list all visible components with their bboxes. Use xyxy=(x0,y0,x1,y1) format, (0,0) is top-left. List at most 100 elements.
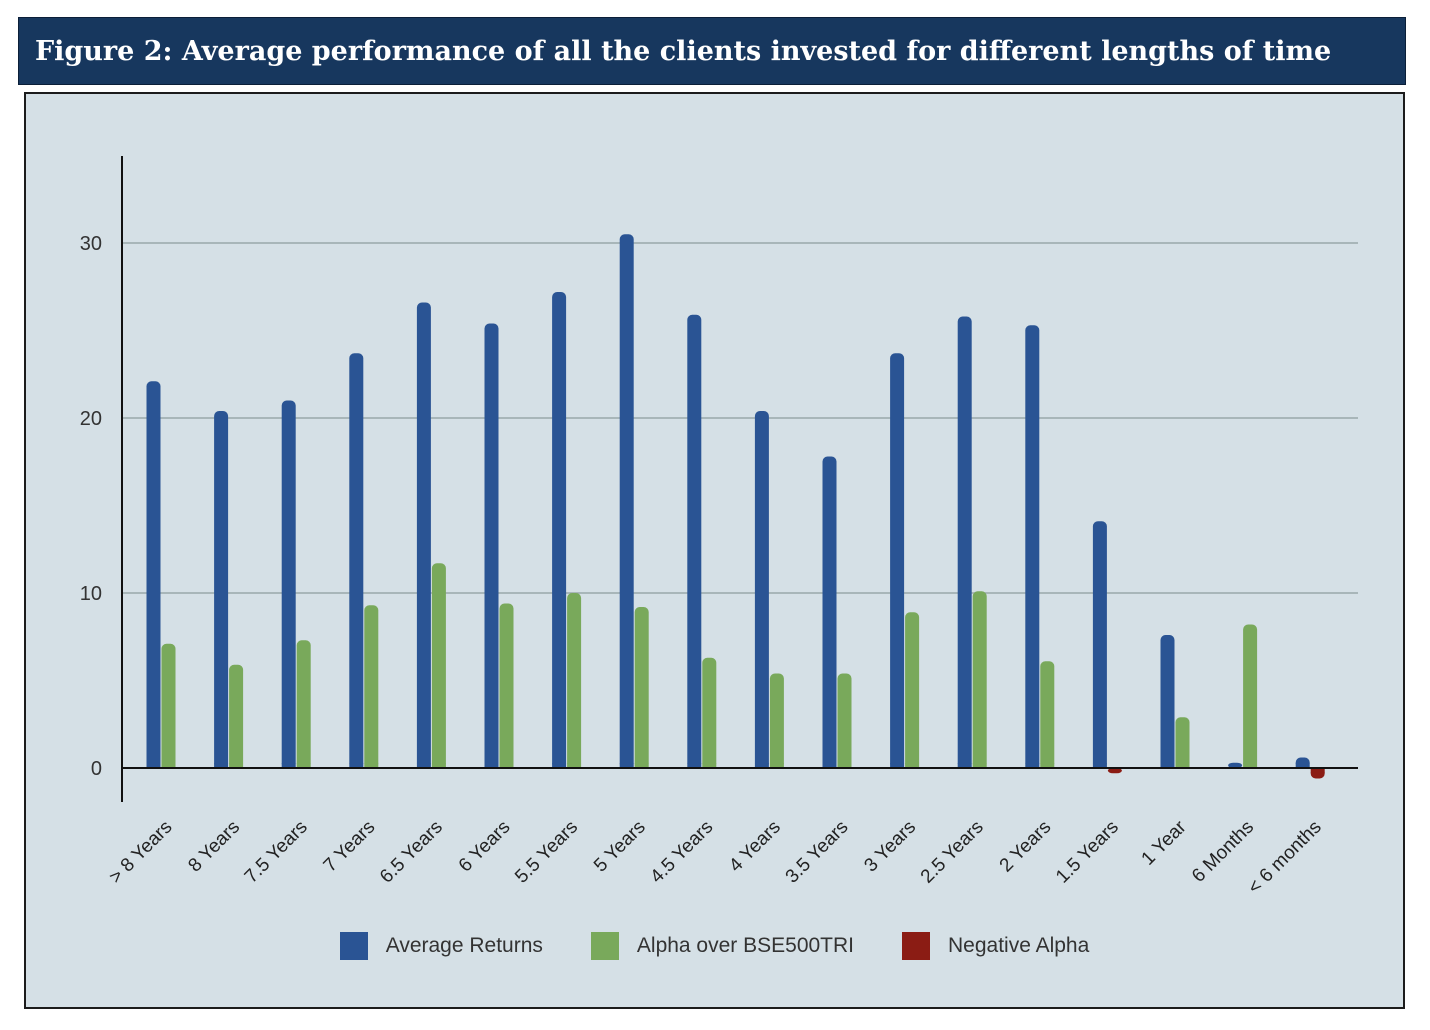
average-returns-bar-base-17 xyxy=(1295,763,1310,768)
x-tick-label-15: 1 Year xyxy=(1138,816,1191,869)
alpha-bar-base-3 xyxy=(364,763,379,768)
figure-header: Figure 2: Average performance of all the… xyxy=(18,17,1406,85)
alpha-bar-base-16 xyxy=(1243,763,1258,768)
x-tick-label-13: 2 Years xyxy=(996,817,1056,877)
average-returns-bar-9 xyxy=(754,411,769,768)
alpha-bar-16 xyxy=(1243,624,1258,768)
alpha-bar-12 xyxy=(972,591,987,768)
average-returns-bar-base-1 xyxy=(214,763,229,768)
alpha-bar-base-2 xyxy=(296,763,311,768)
x-tick-label-10: 3.5 Years xyxy=(782,817,853,888)
y-tick-label-0: 0 xyxy=(91,758,102,780)
x-tick-label-0: > 8 Years xyxy=(105,817,176,888)
y-tick-label-10: 10 xyxy=(80,583,102,605)
x-tick-label-6: 5.5 Years xyxy=(511,817,582,888)
x-tick-label-2: 7.5 Years xyxy=(241,817,312,888)
legend-label-average-returns: Average Returns xyxy=(385,934,543,957)
alpha-bar-10 xyxy=(837,673,852,768)
average-returns-bar-6 xyxy=(552,292,567,768)
legend-swatch-average-returns xyxy=(339,932,368,960)
alpha-bar-11 xyxy=(905,612,920,768)
average-returns-bar-base-6 xyxy=(552,763,567,768)
negative-alpha-bar-base-17 xyxy=(1310,768,1325,773)
x-tick-label-14: 1.5 Years xyxy=(1052,817,1123,888)
alpha-bar-7 xyxy=(634,607,649,768)
alpha-bar-4 xyxy=(431,563,446,768)
x-tick-label-12: 2.5 Years xyxy=(917,817,988,888)
average-returns-bar-base-9 xyxy=(754,763,769,768)
alpha-bar-8 xyxy=(702,657,717,768)
alpha-bar-0 xyxy=(161,643,176,768)
average-returns-bar-3 xyxy=(349,353,364,768)
average-returns-bar-14 xyxy=(1092,521,1107,768)
average-returns-bar-1 xyxy=(214,411,229,768)
average-returns-bar-5 xyxy=(484,323,499,768)
alpha-bar-base-8 xyxy=(702,763,717,768)
average-returns-bar-base-0 xyxy=(146,763,161,768)
average-returns-bar-base-10 xyxy=(822,763,837,768)
alpha-bar-9 xyxy=(769,673,784,768)
alpha-bar-1 xyxy=(229,664,244,768)
x-tick-label-1: 8 Years xyxy=(184,817,244,877)
average-returns-bar-0 xyxy=(146,381,161,768)
average-returns-bar-11 xyxy=(890,353,905,768)
alpha-bar-2 xyxy=(296,640,311,768)
average-returns-bar-base-12 xyxy=(957,763,972,768)
alpha-bar-base-12 xyxy=(972,763,987,768)
alpha-bar-base-1 xyxy=(229,763,244,768)
average-returns-bar-8 xyxy=(687,314,702,768)
average-returns-bar-13 xyxy=(1025,325,1040,768)
x-tick-label-16: 6 Months xyxy=(1188,817,1258,887)
alpha-bar-base-7 xyxy=(634,763,649,768)
average-returns-bar-2 xyxy=(281,400,296,768)
alpha-bar-base-13 xyxy=(1040,763,1055,768)
average-returns-bar-16 xyxy=(1228,762,1243,768)
legend-label-negative-alpha: Negative Alpha xyxy=(948,934,1090,957)
alpha-bar-base-5 xyxy=(499,763,514,768)
legend-item-average-returns: Average Returns xyxy=(339,932,543,960)
alpha-bar-base-11 xyxy=(905,763,920,768)
alpha-bar-base-10 xyxy=(837,763,852,768)
legend-swatch-negative-alpha xyxy=(902,932,931,960)
x-tick-label-4: 6.5 Years xyxy=(376,817,447,888)
average-returns-bar-base-13 xyxy=(1025,763,1040,768)
average-returns-bar-base-7 xyxy=(619,763,634,768)
alpha-bar-6 xyxy=(567,593,582,768)
alpha-bar-base-4 xyxy=(431,763,446,768)
chart-panel: 0 10 20 30 > 8 Years 8 Years 7.5 Years 7 Years 6… xyxy=(24,92,1405,1009)
y-tick-label-30: 30 xyxy=(80,233,102,255)
average-returns-bar-base-5 xyxy=(484,763,499,768)
average-returns-bar-base-8 xyxy=(687,763,702,768)
average-returns-bar-base-2 xyxy=(281,763,296,768)
average-returns-bar-7 xyxy=(619,234,634,768)
average-returns-bar-base-15 xyxy=(1160,763,1175,768)
alpha-bar-15 xyxy=(1175,717,1190,768)
alpha-bar-3 xyxy=(364,605,379,768)
average-returns-bar-10 xyxy=(822,456,837,768)
x-tick-label-5: 6 Years xyxy=(455,817,515,877)
x-tick-label-11: 3 Years xyxy=(860,817,920,877)
legend-item-alpha: Alpha over BSE500TRI xyxy=(590,932,855,960)
alpha-bar-base-6 xyxy=(567,763,582,768)
legend-item-negative-alpha: Negative Alpha xyxy=(902,932,1089,960)
average-returns-bar-4 xyxy=(416,302,431,768)
x-tick-label-7: 5 Years xyxy=(590,817,650,877)
x-tick-label-9: 4 Years xyxy=(725,817,785,877)
y-tick-label-20: 20 xyxy=(80,408,102,430)
x-tick-label-17: < 6 months xyxy=(1244,817,1326,899)
average-returns-bar-15 xyxy=(1160,635,1175,768)
average-returns-bar-base-4 xyxy=(416,763,431,768)
chart-legend: Average Returns Alpha over BSE500TRI Neg… xyxy=(26,932,1403,960)
legend-swatch-alpha xyxy=(590,932,619,960)
negative-alpha-bar-14 xyxy=(1107,768,1122,774)
alpha-bar-base-9 xyxy=(769,763,784,768)
average-returns-bar-12 xyxy=(957,316,972,768)
alpha-bar-base-15 xyxy=(1175,763,1190,768)
x-tick-label-8: 4.5 Years xyxy=(646,817,717,888)
x-tick-label-3: 7 Years xyxy=(320,817,380,877)
alpha-bar-13 xyxy=(1040,661,1055,768)
alpha-bar-5 xyxy=(499,603,514,768)
average-returns-bar-base-11 xyxy=(890,763,905,768)
legend-label-alpha: Alpha over BSE500TRI xyxy=(636,934,855,957)
